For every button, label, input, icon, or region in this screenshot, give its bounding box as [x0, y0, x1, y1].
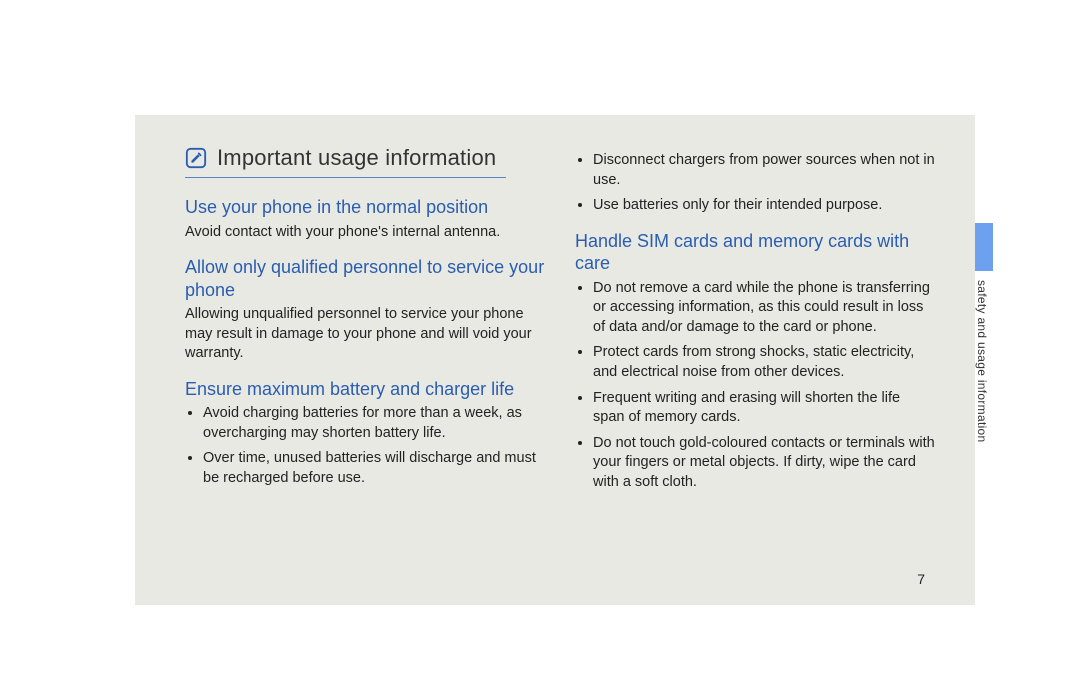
section-title: Important usage information — [217, 145, 496, 171]
right-column: Disconnect chargers from power sources w… — [575, 145, 935, 500]
section-normal-position: Use your phone in the normal position Av… — [185, 196, 545, 242]
body-paragraph: Avoid contact with your phone's internal… — [185, 223, 545, 243]
page-number: 7 — [917, 571, 925, 587]
list-item: Avoid charging batteries for more than a… — [203, 404, 545, 443]
list-item: Use batteries only for their intended pu… — [593, 196, 935, 216]
section-sim-memory-cards: Handle SIM cards and memory cards with c… — [575, 230, 935, 493]
two-column-layout: Important usage information Use your pho… — [135, 115, 975, 500]
section-qualified-personnel: Allow only qualified personnel to servic… — [185, 256, 545, 364]
bullet-list: Avoid charging batteries for more than a… — [185, 404, 545, 488]
list-item: Over time, unused batteries will dischar… — [203, 449, 545, 488]
list-item: Do not touch gold-coloured contacts or t… — [593, 434, 935, 493]
subhead: Use your phone in the normal position — [185, 196, 545, 219]
list-item: Do not remove a card while the phone is … — [593, 279, 935, 338]
subhead: Ensure maximum battery and charger life — [185, 378, 545, 401]
list-item: Protect cards from strong shocks, static… — [593, 343, 935, 382]
bullet-list: Do not remove a card while the phone is … — [575, 279, 935, 493]
list-item: Disconnect chargers from power sources w… — [593, 151, 935, 190]
list-item: Frequent writing and erasing will shorte… — [593, 389, 935, 428]
section-title-row: Important usage information — [185, 145, 506, 178]
body-paragraph: Allowing unqualified personnel to servic… — [185, 305, 545, 364]
side-section-label: safety and usage information — [975, 280, 989, 443]
bullet-list-continued: Disconnect chargers from power sources w… — [575, 151, 935, 216]
note-pencil-icon — [185, 147, 207, 169]
left-column: Important usage information Use your pho… — [185, 145, 545, 500]
section-battery-charger: Ensure maximum battery and charger life … — [185, 378, 545, 489]
manual-page: safety and usage information Important u… — [135, 115, 975, 605]
side-index-tab — [975, 223, 993, 271]
subhead: Handle SIM cards and memory cards with c… — [575, 230, 935, 275]
subhead: Allow only qualified personnel to servic… — [185, 256, 545, 301]
